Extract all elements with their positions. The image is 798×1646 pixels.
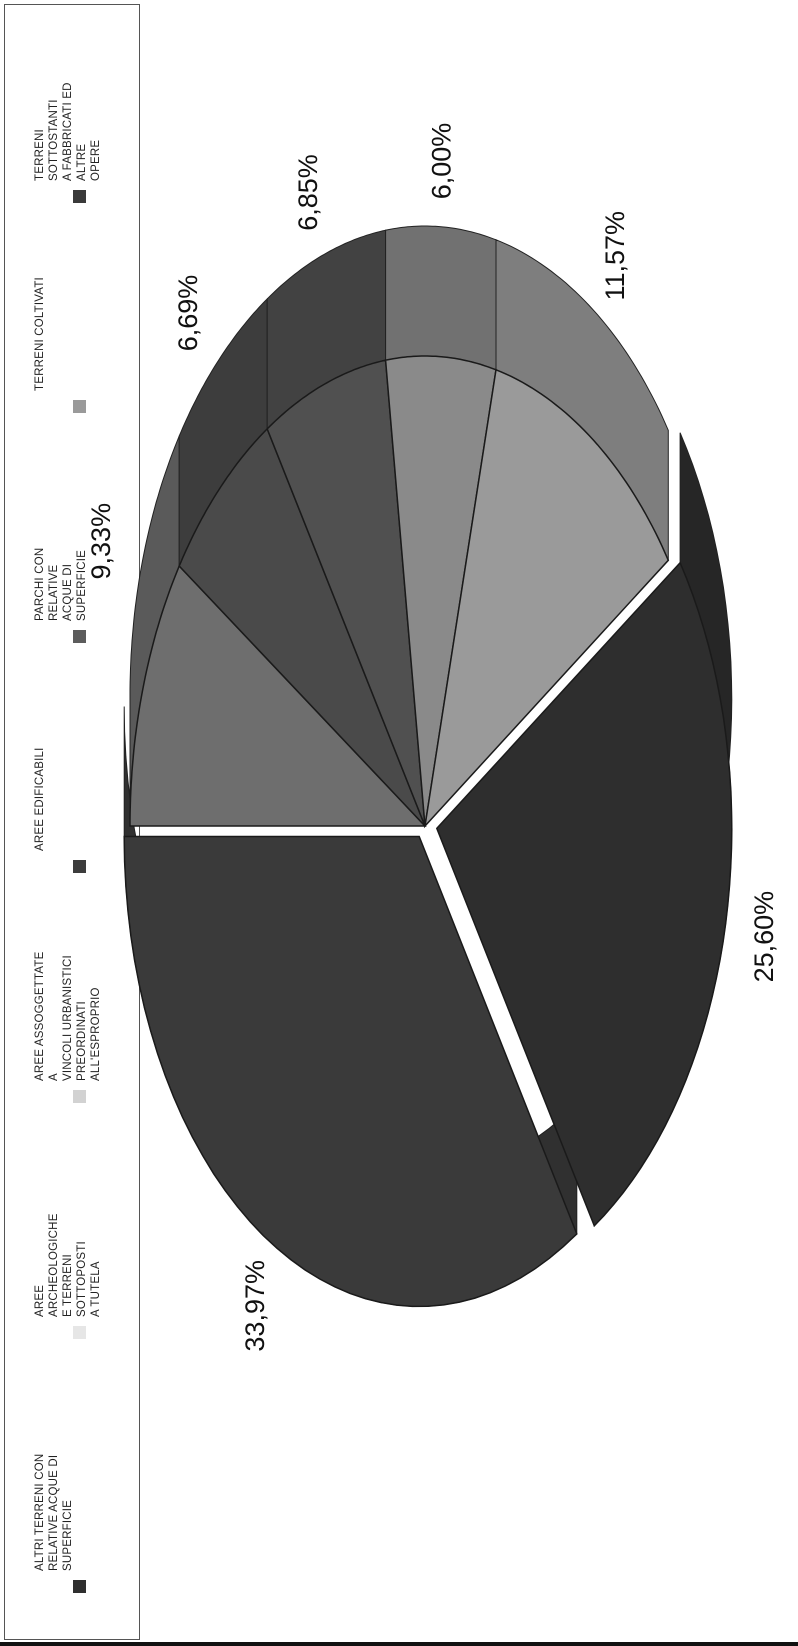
pie-slice-label: 6,00% xyxy=(426,123,456,200)
pie-slice-label: 11,57% xyxy=(600,211,630,301)
pie-slice-side xyxy=(385,225,497,371)
pie-slice xyxy=(178,427,426,827)
pie-slice xyxy=(123,835,578,1308)
pie-slice-label: 33,97% xyxy=(240,1260,270,1352)
pie-slice xyxy=(266,359,426,827)
pie-slice-label: 25,60% xyxy=(749,891,779,983)
pie-slice xyxy=(423,368,670,829)
pie-slice xyxy=(129,564,427,827)
pie-slice xyxy=(384,355,497,827)
pie-slice xyxy=(435,561,733,1228)
pie-slice-label: 6,85% xyxy=(293,154,323,231)
pie-slice-label: 9,33% xyxy=(86,503,116,580)
pie-slice-label: 6,69% xyxy=(173,275,203,352)
